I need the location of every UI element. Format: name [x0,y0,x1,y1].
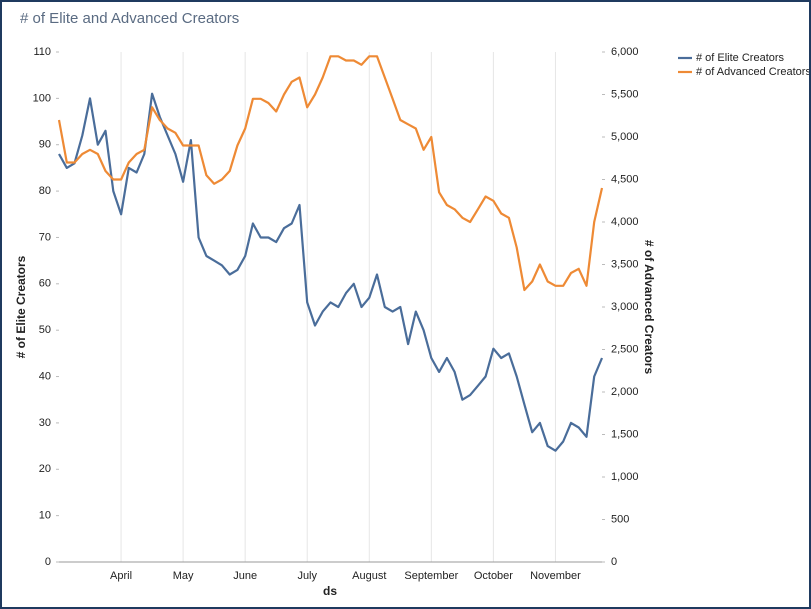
y2-tick-label: 5,000 [611,131,639,143]
y-tick-label: 0 [45,556,51,568]
chart-title: # of Elite and Advanced Creators [20,10,239,27]
y2-tick-label: 4,500 [611,173,639,185]
y2-tick-label: 6,000 [611,46,639,58]
x-tick-label: November [530,570,581,582]
y-tick-label: 90 [39,139,51,151]
y2-axis-title: # of Advanced Creators [642,240,656,375]
y2-tick-label: 5,500 [611,88,639,100]
x-tick-label: July [297,570,317,582]
y2-tick-label: 2,500 [611,343,639,355]
legend-label: # of Advanced Creators [696,66,809,78]
y2-tick-label: 500 [611,513,629,525]
y2-tick-label: 3,000 [611,301,639,313]
y-tick-label: 80 [39,185,51,197]
y2-tick-label: 3,500 [611,258,639,270]
y2-tick-label: 1,500 [611,428,639,440]
series-line [57,55,604,292]
x-tick-label: September [404,570,458,582]
legend-label: # of Elite Creators [696,52,785,64]
y-tick-label: 100 [33,92,51,104]
y-tick-label: 10 [39,510,51,522]
x-tick-label: April [110,570,132,582]
y-tick-label: 50 [39,324,51,336]
y2-tick-label: 1,000 [611,471,639,483]
y2-tick-label: 0 [611,556,617,568]
y2-tick-label: 2,000 [611,386,639,398]
x-tick-label: May [173,570,194,582]
y-tick-label: 30 [39,417,51,429]
series-line [58,92,604,452]
y2-tick-label: 4,000 [611,216,639,228]
y-tick-label: 40 [39,370,51,382]
x-tick-label: June [233,570,257,582]
x-axis-title: ds [323,584,337,598]
y-axis-title: # of Elite Creators [14,255,28,358]
x-tick-label: October [474,570,513,582]
y-tick-label: 20 [39,463,51,475]
x-tick-label: August [352,570,386,582]
y-tick-label: 60 [39,278,51,290]
y-tick-label: 70 [39,231,51,243]
y-tick-label: 110 [33,46,51,58]
